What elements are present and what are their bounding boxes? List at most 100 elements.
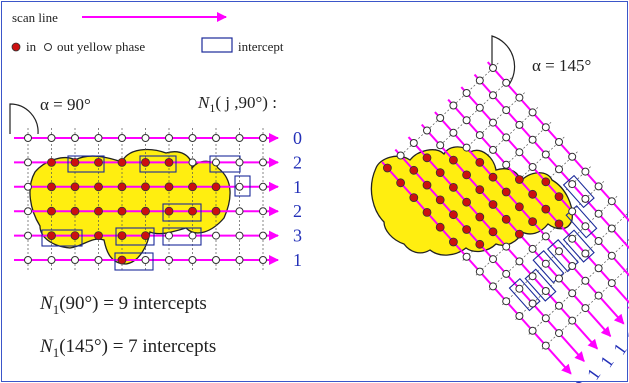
out-point — [541, 232, 550, 241]
out-point — [528, 299, 537, 308]
intercept-box — [162, 203, 202, 222]
out-point — [165, 231, 173, 240]
in-point — [515, 229, 524, 239]
out-point — [259, 231, 267, 240]
in-point — [448, 155, 458, 165]
out-point — [594, 209, 603, 218]
angle-145-arc — [491, 35, 516, 87]
in-point — [396, 178, 406, 188]
in-point — [47, 182, 56, 192]
out-point — [581, 304, 590, 313]
in-point — [422, 180, 432, 190]
in-point — [422, 207, 432, 217]
row-intercept-count: 1 — [293, 250, 302, 270]
in-point — [94, 206, 103, 216]
out-point — [502, 269, 511, 278]
out-point — [188, 158, 197, 167]
in-point — [94, 182, 103, 192]
out-point — [165, 134, 173, 142]
in-point — [164, 157, 174, 167]
out-point — [47, 134, 56, 142]
in-point — [117, 157, 127, 167]
out-point — [24, 207, 32, 216]
out-point — [188, 256, 197, 264]
out-point — [188, 231, 197, 240]
out-point — [594, 264, 603, 273]
row-intercept-count: 1 — [596, 352, 618, 371]
out-point — [528, 163, 537, 171]
in-point — [164, 182, 174, 192]
in-point — [462, 197, 472, 207]
out-point-legend-icon — [44, 43, 52, 51]
out-point — [581, 194, 590, 203]
in-point — [188, 182, 197, 192]
yellow-phase-region-rotated — [370, 146, 573, 256]
out-point — [528, 326, 537, 335]
left-grid-points — [24, 134, 267, 265]
out-point — [594, 291, 603, 300]
in-point — [541, 177, 551, 187]
out-point — [502, 297, 511, 306]
out-point — [555, 165, 563, 174]
in-point — [164, 206, 174, 216]
out-point — [541, 287, 550, 295]
out-point — [165, 256, 173, 264]
intercept-box — [562, 229, 595, 263]
in-point — [435, 222, 445, 232]
out-point — [581, 276, 590, 285]
out-point — [528, 244, 537, 253]
out-point — [489, 282, 497, 291]
out-point — [118, 134, 126, 142]
out-point — [449, 128, 458, 137]
out-point — [528, 135, 537, 144]
results: N1(90°) = 9 intercepts N1(145°) = 7 inte… — [39, 293, 216, 360]
intercept-box — [114, 252, 154, 271]
in-point — [141, 206, 150, 216]
in-point — [448, 237, 458, 247]
in-point — [488, 200, 498, 209]
in-point — [117, 182, 127, 192]
out-point — [396, 151, 405, 160]
out-point — [541, 123, 550, 132]
in-point — [47, 157, 56, 167]
out-point — [462, 252, 471, 261]
out-point — [555, 247, 563, 256]
out-point — [502, 106, 511, 115]
out-point — [607, 279, 616, 288]
in-point — [528, 217, 537, 227]
out-point — [94, 134, 103, 142]
out-point — [594, 182, 603, 191]
out-point — [541, 314, 550, 323]
in-point — [475, 212, 485, 222]
out-point — [436, 114, 445, 122]
in-point — [141, 182, 150, 192]
angle-90-label: α = 90° — [40, 95, 91, 114]
out-point — [515, 93, 524, 102]
in-point — [448, 210, 458, 220]
in-label: in — [26, 39, 37, 54]
out-point — [24, 256, 32, 264]
out-point — [568, 180, 577, 189]
out-point — [24, 182, 32, 191]
out-point — [607, 197, 616, 206]
out-point — [541, 259, 550, 268]
left-intercept-boxes — [41, 155, 251, 271]
row-intercept-count: 2 — [293, 152, 302, 172]
intercept-box — [562, 174, 595, 209]
out-point — [71, 134, 79, 142]
out-point — [555, 329, 563, 338]
out-point — [489, 118, 497, 127]
intercept-box — [139, 155, 177, 173]
out-point — [188, 134, 197, 142]
in-point — [70, 231, 80, 241]
out-point — [568, 289, 577, 298]
n1-symbol: N1( j ,90°) : — [197, 93, 277, 115]
intercept-legend-box — [201, 37, 233, 53]
in-point — [117, 206, 127, 216]
scan-line-label: scan line — [12, 10, 58, 25]
out-point — [235, 134, 244, 142]
out-point — [259, 158, 267, 167]
intercept-box — [162, 227, 202, 246]
out-point — [475, 103, 484, 112]
out-point — [555, 274, 563, 283]
